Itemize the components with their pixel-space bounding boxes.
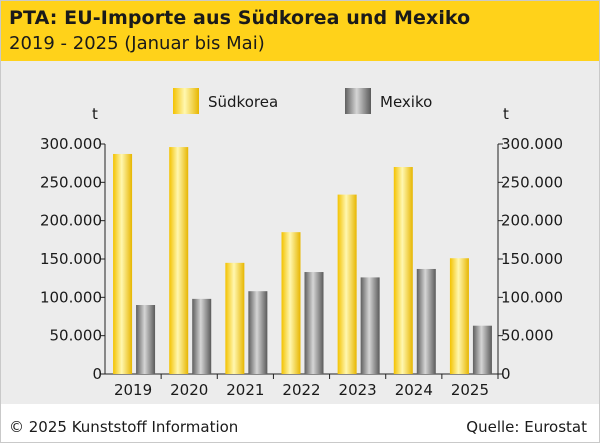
bar-suedkorea-2019 — [113, 153, 133, 374]
legend-label-mexiko: Mexiko — [380, 93, 432, 111]
y-tick-label-left: 150.000 — [40, 250, 102, 268]
y-tick-label-left: 50.000 — [50, 327, 103, 345]
x-tick-label-2022: 2022 — [282, 381, 320, 399]
footer-copyright: © 2025 Kunststoff Information — [9, 418, 239, 436]
bar-suedkorea-2022 — [281, 232, 301, 374]
y-tick-label-right: 50.000 — [501, 327, 554, 345]
y-tick-label-right: 100.000 — [501, 288, 563, 306]
bar-mexiko-2024 — [416, 268, 436, 374]
bar-mexiko-2025 — [472, 325, 492, 374]
chart-title: PTA: EU-Importe aus Südkorea und Mexiko — [9, 7, 471, 29]
x-tick-label-2020: 2020 — [170, 381, 208, 399]
y-tick-label-left: 300.000 — [40, 135, 102, 153]
bar-suedkorea-2025 — [449, 258, 469, 374]
chart-header: PTA: EU-Importe aus Südkorea und Mexiko … — [1, 1, 599, 61]
y-unit-left: t — [92, 105, 98, 123]
y-tick-label-right: 250.000 — [501, 173, 563, 191]
y-tick-label-left: 100.000 — [40, 288, 102, 306]
footer-source: Quelle: Eurostat — [466, 418, 587, 436]
bar-mexiko-2023 — [360, 277, 380, 374]
y-tick-label-left: 200.000 — [40, 212, 102, 230]
legend-swatch-mexiko — [345, 88, 371, 114]
bar-mexiko-2020 — [192, 298, 212, 374]
bar-mexiko-2021 — [248, 291, 268, 374]
ticks-group: 0 0 50.000 50.000 100.000 100.000 150.000 150.0… — [40, 135, 563, 399]
y-tick-label-right: 150.000 — [501, 250, 563, 268]
x-tick-label-2023: 2023 — [339, 381, 377, 399]
bar-mexiko-2022 — [304, 272, 324, 374]
x-tick-label-2021: 2021 — [226, 381, 264, 399]
y-tick-label-right: 0 — [501, 365, 511, 383]
axes-group — [104, 144, 499, 375]
y-tick-label-right: 300.000 — [501, 135, 563, 153]
bar-suedkorea-2020 — [169, 147, 189, 374]
bar-suedkorea-2021 — [225, 262, 245, 374]
chart-subtitle: 2019 - 2025 (Januar bis Mai) — [9, 33, 265, 54]
legend-swatch-suedkorea — [173, 88, 199, 114]
x-tick-label-2019: 2019 — [114, 381, 152, 399]
y-tick-label-left: 0 — [92, 365, 102, 383]
bars-group — [113, 147, 492, 374]
y-unit-right: t — [503, 105, 509, 123]
bar-suedkorea-2023 — [337, 194, 357, 374]
x-tick-label-2024: 2024 — [395, 381, 433, 399]
bar-mexiko-2019 — [136, 305, 156, 374]
y-tick-label-right: 200.000 — [501, 212, 563, 230]
legend-label-suedkorea: Südkorea — [208, 93, 278, 111]
x-tick-label-2025: 2025 — [451, 381, 489, 399]
bar-suedkorea-2024 — [393, 167, 413, 374]
y-tick-label-left: 250.000 — [40, 173, 102, 191]
